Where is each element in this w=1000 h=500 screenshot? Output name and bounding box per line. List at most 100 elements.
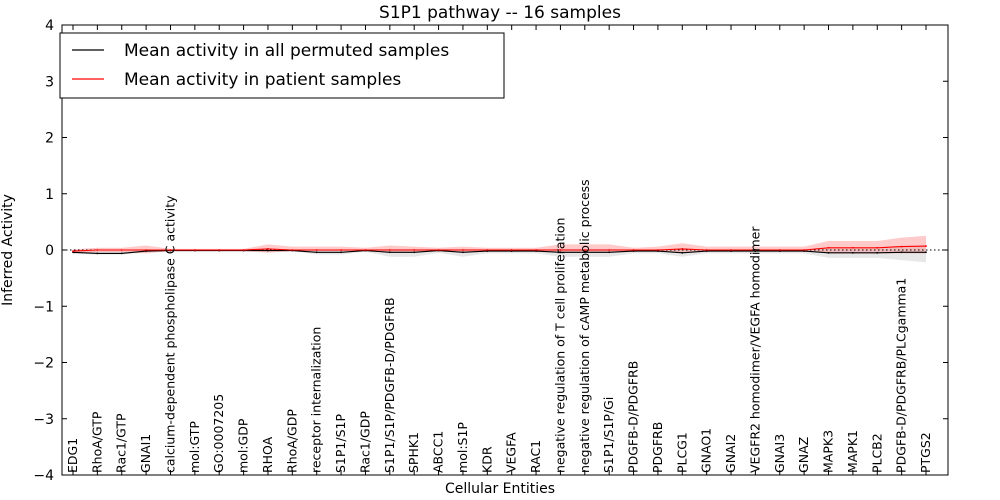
plot-layer: −4 −3 −2 −1 0 1 2 3 4 EDG1 RhoA/GTP Rac1/GTP GNAI1 ca… xyxy=(33,18,948,484)
series-point-1-7 xyxy=(242,249,245,251)
x-tick-label: GNAI2 xyxy=(723,434,738,473)
series-point-1-19 xyxy=(535,249,537,251)
series-point-1-13 xyxy=(388,249,391,251)
series-point-0-14 xyxy=(413,251,416,254)
series-band-1 xyxy=(73,235,926,254)
series-point-0-10 xyxy=(315,251,318,254)
y-axis-label: Inferred Activity xyxy=(0,194,16,306)
chart-title: S1P1 pathway -- 16 samples xyxy=(379,3,621,23)
series-point-1-29 xyxy=(778,249,781,251)
x-tick-label: PLCB2 xyxy=(869,433,884,473)
series-point-0-8 xyxy=(267,249,269,252)
series-point-1-5 xyxy=(193,249,196,251)
x-tick-label: EDG1 xyxy=(65,438,80,473)
y-tick-label: −3 xyxy=(33,412,54,428)
x-tick-label: negative regulation of T cell proliferat… xyxy=(552,218,567,473)
series-point-0-20 xyxy=(559,251,562,254)
x-tick-label: receptor internalization xyxy=(309,327,324,473)
x-tick-label: negative regulation of cAMP metabolic pr… xyxy=(577,179,592,473)
legend-box xyxy=(59,32,505,99)
x-tick-label: S1P1/S1P/PDGFB-D/PDGFRB xyxy=(382,297,397,473)
series-point-0-1 xyxy=(96,252,99,255)
series-line-0 xyxy=(72,250,926,254)
series-point-1-31 xyxy=(827,246,830,249)
x-tick-label: Rac1/GDP xyxy=(358,411,373,473)
series-point-1-2 xyxy=(120,249,123,251)
series-point-0-13 xyxy=(388,251,391,254)
x-tick-label: mol:GDP xyxy=(236,418,251,473)
series-point-1-0 xyxy=(72,250,74,253)
series-point-1-24 xyxy=(657,249,659,251)
series-point-1-20 xyxy=(559,249,562,251)
x-tick-label: GNAI3 xyxy=(772,434,787,473)
series-point-1-15 xyxy=(437,249,440,251)
legend-label-permuted: Mean activity in all permuted samples xyxy=(124,41,449,61)
x-tick-label: PDGFB-D/PDGFRB xyxy=(626,361,641,473)
x-tick-label: VEGFA xyxy=(504,432,519,473)
series-point-0-33 xyxy=(876,251,879,254)
x-tick-label: SPHK1 xyxy=(406,432,421,473)
series-point-1-16 xyxy=(462,249,464,251)
x-tick-label: mol:S1P xyxy=(455,422,470,473)
series-point-1-30 xyxy=(803,249,806,251)
series-point-0-16 xyxy=(462,251,464,254)
x-tick-label: PDGFRB xyxy=(650,422,665,473)
x-tick-label: MAPK3 xyxy=(821,430,836,473)
series-point-1-9 xyxy=(291,249,294,251)
legend: Mean activity in all permuted samples Me… xyxy=(59,32,505,99)
y-tick-label: 3 xyxy=(45,74,54,90)
x-tick-label: calcium-dependent phospholipase C activi… xyxy=(163,195,178,473)
series-point-1-12 xyxy=(364,249,367,251)
series-point-1-33 xyxy=(876,246,879,249)
series-point-1-23 xyxy=(632,249,635,251)
series-point-0-2 xyxy=(120,252,123,255)
series-point-1-4 xyxy=(169,249,172,251)
x-tick-label: RAC1 xyxy=(528,440,543,473)
series-point-1-6 xyxy=(218,249,221,251)
x-tick-label: RHOA xyxy=(260,436,275,473)
x-tick-label: MAPK1 xyxy=(845,430,860,473)
x-tick-label: Rac1/GTP xyxy=(114,413,129,473)
series-point-0-31 xyxy=(827,251,830,254)
series-point-1-18 xyxy=(510,249,513,251)
series-point-0-35 xyxy=(925,251,927,254)
series-point-1-28 xyxy=(754,249,757,251)
plot-frame xyxy=(61,24,949,476)
y-tick-label: −2 xyxy=(33,356,54,372)
x-tick-label: S1P1/S1P xyxy=(333,414,348,473)
series-point-0-21 xyxy=(583,251,586,254)
y-tick-label: 4 xyxy=(45,18,54,34)
x-axis-label: Cellular Entities xyxy=(445,481,555,497)
x-tick-label: GNAZ xyxy=(796,437,811,473)
series-point-1-11 xyxy=(340,249,342,251)
y-tick-label: 2 xyxy=(45,131,54,147)
series-point-1-27 xyxy=(730,249,732,251)
x-tick-label: ABCC1 xyxy=(431,431,446,473)
x-tick-label: RhoA/GTP xyxy=(89,411,104,473)
x-tick-label: S1P1/S1P/Gi xyxy=(601,397,616,473)
x-tick-label: RhoA/GDP xyxy=(284,409,299,473)
y-tick-label: 0 xyxy=(45,243,54,259)
x-tick-label: PDGFB-D/PDGFRB/PLCgamma1 xyxy=(894,278,909,473)
series-point-1-3 xyxy=(145,249,148,251)
series-point-0-11 xyxy=(340,251,342,254)
series-point-0-22 xyxy=(608,251,611,254)
x-tick-label: PTGS2 xyxy=(918,432,933,473)
series-point-1-10 xyxy=(315,249,318,251)
series-point-1-32 xyxy=(851,246,854,249)
series-point-1-34 xyxy=(900,245,903,248)
y-tick-label: 1 xyxy=(45,187,54,203)
x-tick-label: GNAI1 xyxy=(138,434,153,473)
legend-label-patient: Mean activity in patient samples xyxy=(124,70,401,90)
x-tick-label: VEGFR2 homodimer/VEGFA homodimer xyxy=(747,226,762,473)
x-tick-label: GO:0007205 xyxy=(211,394,226,473)
series-point-1-22 xyxy=(608,249,611,251)
x-tick-label: GNAO1 xyxy=(699,428,714,473)
series-point-1-14 xyxy=(413,249,416,251)
y-tick-label: −1 xyxy=(33,299,54,315)
series-point-1-35 xyxy=(925,245,927,247)
x-tick-label: KDR xyxy=(479,446,494,473)
series-point-0-34 xyxy=(900,251,903,254)
series-point-1-8 xyxy=(267,247,269,250)
